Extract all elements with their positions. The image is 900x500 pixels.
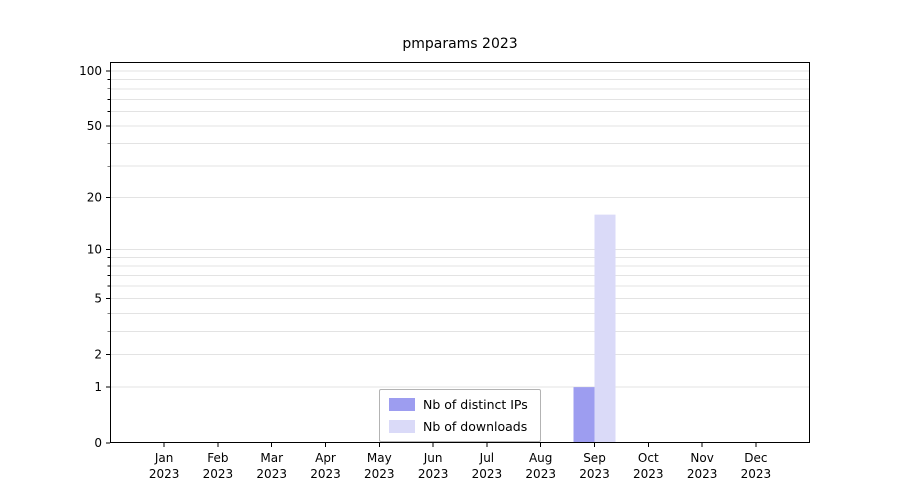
- x-tick-label-year: 2023: [149, 467, 180, 481]
- x-tick-label-year: 2023: [203, 467, 234, 481]
- y-tick-label: 5: [94, 292, 102, 306]
- legend-swatch: [389, 420, 415, 433]
- y-tick-label: 100: [79, 64, 102, 78]
- x-tick-label-month: Apr: [315, 451, 336, 465]
- y-tick-label: 10: [87, 243, 102, 257]
- legend-row: Nb of distinct IPs: [389, 397, 528, 412]
- bar-downloads: [594, 214, 616, 443]
- x-tick-label-year: 2023: [364, 467, 395, 481]
- y-tick-label: 0: [94, 436, 102, 450]
- x-tick-label-month: Feb: [207, 451, 228, 465]
- x-tick-label-year: 2023: [418, 467, 449, 481]
- legend: Nb of distinct IPs Nb of downloads: [379, 389, 541, 442]
- x-tick-label-year: 2023: [633, 467, 664, 481]
- y-tick-label: 20: [87, 191, 102, 205]
- x-tick-label-year: 2023: [256, 467, 287, 481]
- legend-swatch: [389, 398, 415, 411]
- y-tick-label: 2: [94, 347, 102, 361]
- x-tick-label-year: 2023: [472, 467, 503, 481]
- x-tick-label-month: May: [367, 451, 392, 465]
- x-tick-label-month: Sep: [583, 451, 606, 465]
- x-tick-label-year: 2023: [525, 467, 556, 481]
- y-tick-label: 50: [87, 119, 102, 133]
- plot-border: [110, 62, 810, 443]
- chart-title: pmparams 2023: [402, 36, 518, 52]
- bar-distinct-ips: [573, 387, 595, 443]
- legend-label: Nb of distinct IPs: [423, 397, 528, 412]
- x-tick-label-year: 2023: [741, 467, 772, 481]
- legend-label: Nb of downloads: [423, 419, 528, 434]
- x-tick-label-month: Oct: [638, 451, 659, 465]
- x-tick-label-year: 2023: [310, 467, 341, 481]
- x-tick-label-month: Aug: [529, 451, 552, 465]
- x-tick-label-month: Jan: [154, 451, 174, 465]
- legend-row: Nb of downloads: [389, 419, 528, 434]
- x-tick-label-year: 2023: [687, 467, 718, 481]
- x-tick-label-month: Nov: [690, 451, 713, 465]
- x-tick-label-month: Dec: [744, 451, 767, 465]
- x-tick-label-month: Jun: [423, 451, 443, 465]
- x-tick-label-month: Mar: [260, 451, 283, 465]
- y-tick-label: 1: [94, 380, 102, 394]
- x-tick-label-year: 2023: [579, 467, 610, 481]
- x-tick-label-month: Jul: [479, 451, 494, 465]
